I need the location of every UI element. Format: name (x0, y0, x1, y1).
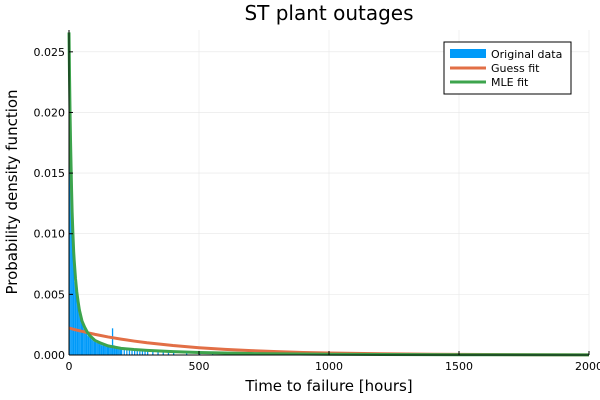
legend-label-original-data: Original data (491, 48, 562, 61)
histogram-bar (157, 351, 159, 355)
chart-title: ST plant outages (244, 1, 413, 25)
histogram-bar (128, 350, 131, 355)
x-tick-label: 500 (189, 360, 210, 373)
histogram-bar (80, 321, 82, 355)
histogram-bar (141, 351, 144, 355)
legend: Original data Guess fit MLE fit (443, 41, 572, 95)
histogram-bar (119, 348, 121, 355)
histogram-bar (72, 257, 75, 355)
histogram-bar (101, 345, 103, 355)
histogram-bar (212, 353, 214, 355)
histogram-bar (139, 351, 141, 355)
histogram-bar (114, 347, 116, 355)
histogram-bar (93, 341, 95, 355)
histogram-bar (134, 350, 136, 355)
y-tick-label: 0.015 (34, 167, 66, 180)
histogram-bar (162, 351, 164, 355)
histogram-bar (82, 324, 84, 355)
histogram-bar (76, 300, 79, 355)
histogram-bar (91, 339, 93, 355)
fit-lines (67, 32, 590, 357)
histogram-bar (98, 344, 101, 355)
histogram-bar (105, 346, 107, 355)
x-tick-label: 2000 (575, 360, 600, 373)
histogram-bar (118, 348, 120, 355)
histogram-bar (131, 350, 133, 355)
legend-label-guess-fit: Guess fit (491, 62, 540, 75)
x-tick-label: 1000 (315, 360, 343, 373)
histogram-bar (75, 294, 77, 355)
histogram-bar (152, 351, 154, 355)
histogram-bar (74, 282, 76, 355)
histogram-bar (104, 345, 106, 355)
legend-swatch-original-data (450, 49, 486, 58)
histogram-bar (100, 344, 102, 355)
histogram-bar (167, 352, 170, 355)
histogram-bar (89, 338, 92, 355)
x-tick-label: 0 (66, 360, 73, 373)
histogram-bar (95, 341, 97, 355)
histogram-bar (113, 345, 115, 355)
histogram-bar (117, 347, 119, 355)
histogram-bar (173, 352, 175, 355)
histogram-bar (111, 328, 114, 355)
legend-label-mle-fit: MLE fit (491, 76, 529, 89)
histogram-bar (88, 336, 90, 355)
histogram-bar (126, 350, 128, 355)
histogram-bar (92, 340, 94, 355)
histogram-bar (97, 342, 99, 355)
histogram-bar (102, 345, 105, 355)
y-tick-label: 0.025 (34, 46, 66, 59)
histogram-bar (83, 328, 85, 355)
histogram-bar (109, 346, 111, 355)
histogram-bar (186, 352, 188, 355)
histogram-bar (87, 335, 89, 355)
y-tick-label: 0.000 (34, 349, 66, 362)
histogram-bar (106, 346, 108, 355)
histogram-bar (115, 347, 118, 355)
histogram-bar (85, 333, 88, 355)
x-axis-label: Time to failure [hours] (244, 377, 412, 395)
histogram-bar (108, 346, 110, 355)
y-tick-label: 0.020 (34, 106, 66, 119)
series-line-mle-fit (67, 32, 590, 357)
histogram-bar (123, 348, 125, 355)
histogram-bar (136, 350, 138, 355)
histogram-bar (70, 191, 72, 355)
x-tick-label: 1500 (445, 360, 473, 373)
histogram-bar (96, 342, 98, 355)
histogram-bar (69, 42, 71, 356)
histogram-bar (84, 330, 86, 355)
y-tick-label: 0.005 (34, 288, 66, 301)
y-axis-label: Probability density function (3, 89, 21, 294)
y-tick-label: 0.010 (34, 228, 66, 241)
histogram-bar (121, 348, 123, 355)
histogram-bar (144, 351, 146, 355)
histogram-bar (110, 346, 112, 355)
histogram-bar (147, 351, 149, 355)
histogram-bar (79, 316, 81, 355)
tick-labels: 0 500 1000 1500 2000 0.000 0.005 0.010 0.015 0.02… (34, 46, 600, 373)
